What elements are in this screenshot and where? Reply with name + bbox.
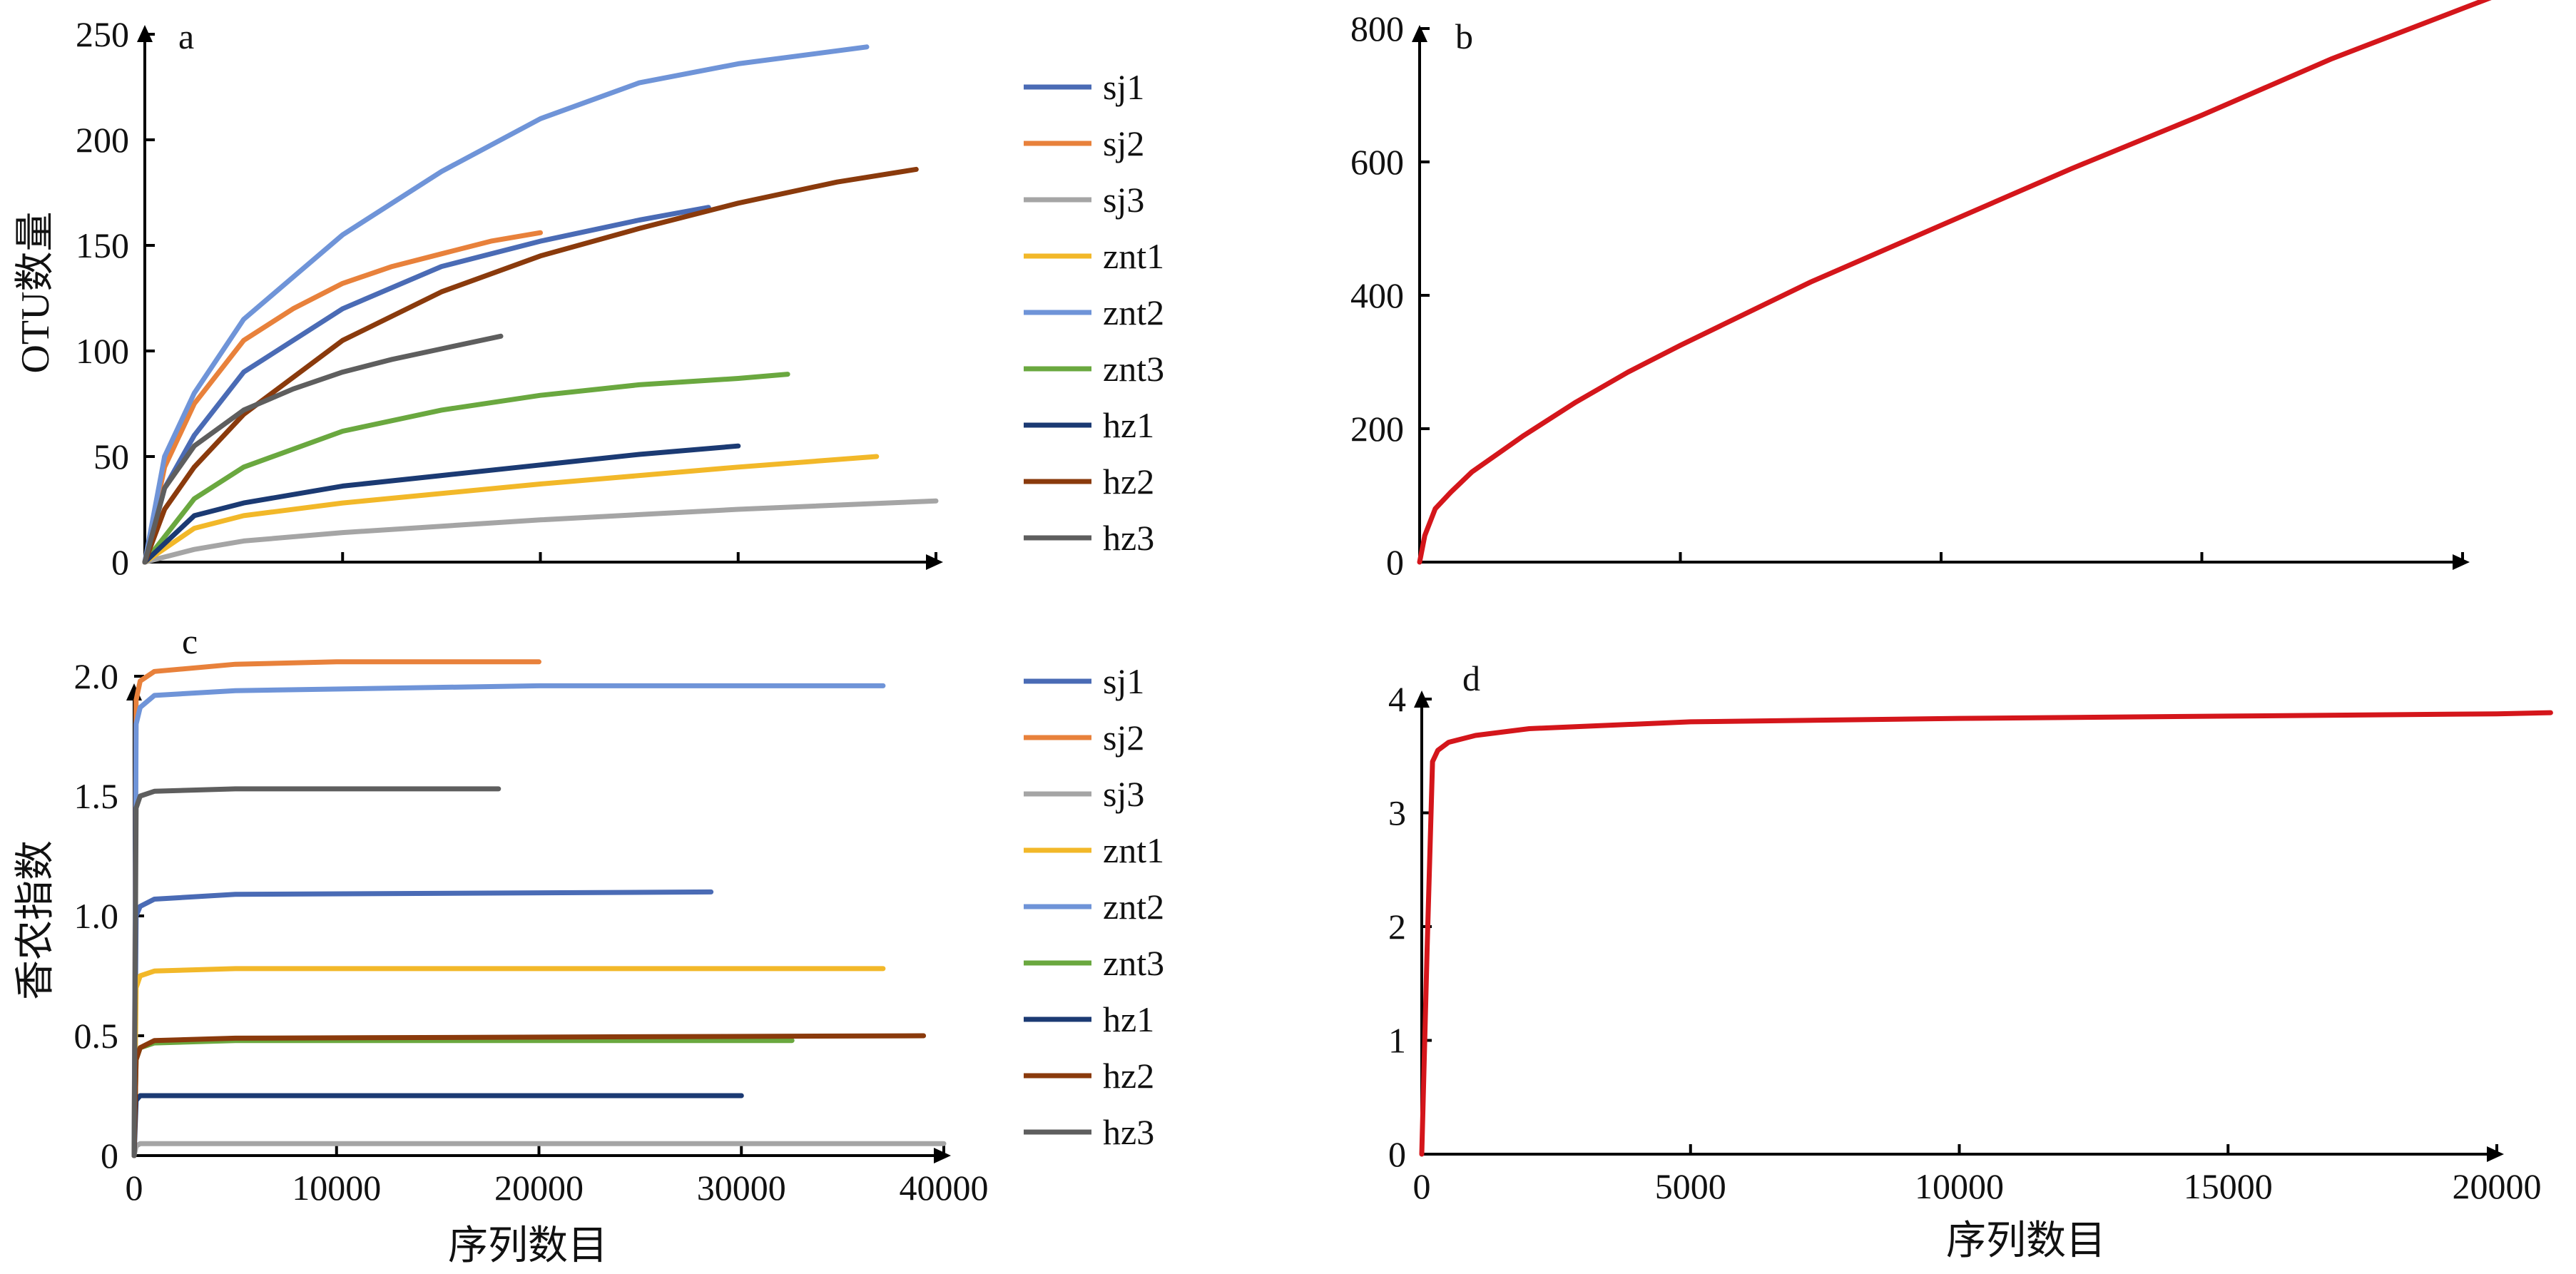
- legend-label-sj2: sj2: [1103, 123, 1144, 163]
- y-tick-label: 200: [76, 120, 129, 160]
- legend-label-sj2: sj2: [1103, 718, 1144, 758]
- series-line-sj2: [131, 659, 541, 1158]
- y-tick-label: 0: [1386, 542, 1404, 582]
- series-line-hz1: [142, 443, 741, 565]
- series-line-hz3: [142, 333, 504, 565]
- panel-d: 0 1 2 3 4 0 5000 10000 15000 20000 d 序列数目: [1388, 658, 2553, 1263]
- panel-b: 0 200 400 600 800 b: [1350, 0, 2492, 582]
- y-axis-title: 香农指数: [14, 840, 58, 1000]
- legend-label-znt3: znt3: [1103, 943, 1164, 983]
- x-tick-label: 5000: [1655, 1166, 1726, 1206]
- series-line-znt2: [131, 683, 886, 1158]
- y-tick-label: 0: [111, 542, 129, 582]
- y-tick-label: 200: [1350, 409, 1404, 449]
- y-tick-label: 4: [1388, 679, 1406, 719]
- legend-label-znt1: znt1: [1103, 830, 1164, 870]
- legend-label-sj1: sj1: [1103, 661, 1144, 701]
- y-tick-label: 250: [76, 14, 129, 54]
- y-axis-title: OTU数量: [14, 211, 58, 373]
- y-tick-label: 600: [1350, 142, 1404, 182]
- series-line-total: [1417, 0, 2492, 565]
- legend-label-hz2: hz2: [1103, 462, 1154, 501]
- x-tick-label: 20000: [494, 1168, 584, 1208]
- y-tick-label: 150: [76, 225, 129, 265]
- legend-label-hz1: hz1: [1103, 999, 1154, 1039]
- panel-a: 0 50 100 150 200 250 a OTU数量: [14, 14, 943, 582]
- x-tick-label: 15000: [2184, 1166, 2273, 1206]
- x-axis-title: 序列数目: [1946, 1219, 2106, 1263]
- y-tick-label: 1.0: [74, 896, 119, 936]
- legend-label-hz1: hz1: [1103, 405, 1154, 445]
- x-tick-label: 30000: [697, 1168, 786, 1208]
- x-tick-label: 40000: [900, 1168, 989, 1208]
- series-line-znt1: [131, 966, 886, 1158]
- series-line-hz1: [131, 1093, 744, 1158]
- y-tick-label: 2: [1388, 907, 1406, 947]
- y-tick-label: 400: [1350, 275, 1404, 315]
- series-line-znt3: [142, 372, 790, 565]
- x-tick-label: 10000: [292, 1168, 381, 1208]
- series-line-hz3: [131, 786, 502, 1158]
- panel-c: 0 0.5 1.0 1.5 2.0 0 10000 20000 30000 40000 c 香农指数序…: [14, 621, 989, 1268]
- series-line-sj1: [131, 889, 714, 1158]
- legend-bottom: sj1 sj2 sj3 znt1 znt2 znt3 hz1 hz2 hz3: [1024, 661, 1164, 1152]
- series-line-sj2: [142, 230, 543, 565]
- y-axis-arrow: [1412, 25, 1427, 42]
- legend-label-znt2: znt2: [1103, 292, 1164, 332]
- y-tick-label: 1.5: [74, 776, 119, 816]
- panel-letter: c: [182, 621, 198, 661]
- legend-label-sj1: sj1: [1103, 67, 1144, 107]
- x-tick-label: 20000: [2453, 1166, 2542, 1206]
- series-line-hz2: [142, 166, 919, 565]
- panel-letter: a: [178, 16, 194, 56]
- y-tick-label: 0: [1388, 1134, 1406, 1174]
- y-tick-label: 2.0: [74, 656, 119, 696]
- legend-label-sj3: sj3: [1103, 774, 1144, 814]
- legend-label-hz3: hz3: [1103, 518, 1154, 558]
- legend-label-sj3: sj3: [1103, 180, 1144, 220]
- y-tick-label: 50: [93, 437, 129, 477]
- x-axis-title: 序列数目: [448, 1224, 608, 1268]
- y-tick-label: 0.5: [74, 1016, 119, 1056]
- y-tick-label: 100: [76, 331, 129, 371]
- x-tick-label: 0: [126, 1168, 143, 1208]
- y-tick-label: 800: [1350, 9, 1404, 49]
- legend-label-znt2: znt2: [1103, 887, 1164, 927]
- legend-top: sj1 sj2 sj3 znt1 znt2 znt3 hz1 hz2 hz3: [1024, 67, 1164, 558]
- x-tick-label: 0: [1413, 1166, 1431, 1206]
- legend-label-znt3: znt3: [1103, 349, 1164, 389]
- series-line-znt1: [142, 454, 880, 565]
- x-tick-label: 10000: [1915, 1166, 2004, 1206]
- series-line-sj3: [142, 498, 939, 565]
- series-line-total: [1419, 710, 2553, 1157]
- panel-letter: d: [1462, 658, 1480, 698]
- panel-letter: b: [1455, 16, 1473, 56]
- y-tick-label: 0: [101, 1136, 118, 1176]
- legend-label-hz3: hz3: [1103, 1112, 1154, 1152]
- series-line-znt2: [142, 44, 870, 565]
- y-tick-label: 3: [1388, 793, 1406, 833]
- legend-label-hz2: hz2: [1103, 1056, 1154, 1096]
- y-tick-label: 1: [1388, 1021, 1406, 1061]
- legend-label-znt1: znt1: [1103, 236, 1164, 276]
